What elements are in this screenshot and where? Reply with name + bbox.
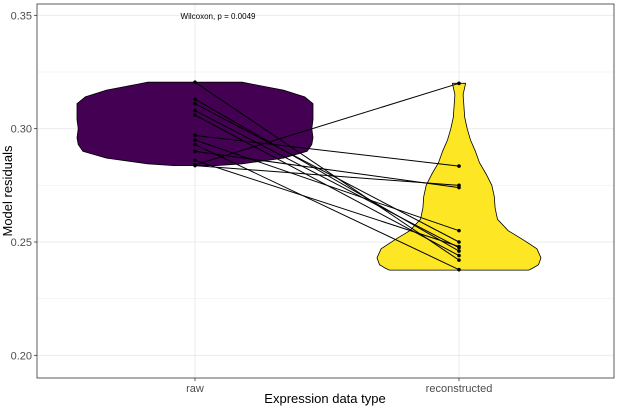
y-axis-title: Model residuals bbox=[0, 145, 15, 237]
data-point-raw bbox=[193, 163, 197, 168]
data-points bbox=[193, 80, 461, 272]
pair-line bbox=[194, 165, 460, 186]
data-point-raw bbox=[193, 97, 197, 101]
data-point-reconstructed bbox=[457, 267, 461, 272]
pair-line bbox=[194, 103, 460, 243]
pair-line bbox=[194, 134, 460, 167]
data-point-reconstructed bbox=[457, 258, 461, 262]
data-point-reconstructed bbox=[457, 240, 461, 244]
data-point-raw bbox=[193, 80, 197, 84]
data-point-raw bbox=[193, 149, 197, 154]
pair-line bbox=[194, 159, 460, 248]
violin-raw bbox=[76, 81, 314, 166]
x-tick-label: raw bbox=[186, 383, 204, 395]
data-point-reconstructed bbox=[457, 183, 461, 188]
data-point-reconstructed bbox=[457, 253, 461, 258]
x-axis-ticks: raw reconstructed bbox=[186, 378, 492, 395]
data-point-raw bbox=[193, 113, 197, 117]
data-point-raw bbox=[193, 133, 197, 138]
data-point-raw bbox=[193, 101, 197, 106]
paired-lines bbox=[194, 81, 460, 271]
y-tick-label: 0.30 bbox=[11, 124, 32, 136]
data-point-reconstructed bbox=[457, 164, 461, 168]
x-tick-label: reconstructed bbox=[426, 383, 493, 395]
data-point-reconstructed bbox=[457, 244, 461, 249]
data-point-reconstructed bbox=[457, 249, 461, 253]
y-axis-ticks: 0.20 0.25 0.30 0.35 bbox=[11, 10, 37, 362]
y-tick-label: 0.25 bbox=[11, 237, 32, 249]
x-axis-title: Expression data type bbox=[264, 391, 385, 406]
pair-line bbox=[194, 139, 460, 232]
pair-line bbox=[194, 82, 460, 166]
annotation-wilcoxon: Wilcoxon, p = 0.0049 bbox=[181, 12, 256, 21]
pair-line bbox=[194, 81, 460, 261]
y-tick-label: 0.35 bbox=[11, 10, 32, 22]
data-point-reconstructed bbox=[457, 81, 461, 86]
plot-background bbox=[37, 4, 614, 378]
data-point-raw bbox=[193, 158, 197, 163]
data-point-raw bbox=[193, 108, 197, 113]
y-tick-label: 0.20 bbox=[11, 350, 32, 362]
violins bbox=[76, 81, 542, 271]
data-point-reconstructed bbox=[457, 228, 461, 233]
pair-line bbox=[194, 110, 460, 249]
data-point-raw bbox=[193, 142, 197, 147]
plot-border bbox=[36, 3, 615, 379]
violin-reconstructed bbox=[376, 82, 542, 271]
data-point-raw bbox=[193, 138, 197, 142]
pair-line bbox=[194, 144, 460, 271]
